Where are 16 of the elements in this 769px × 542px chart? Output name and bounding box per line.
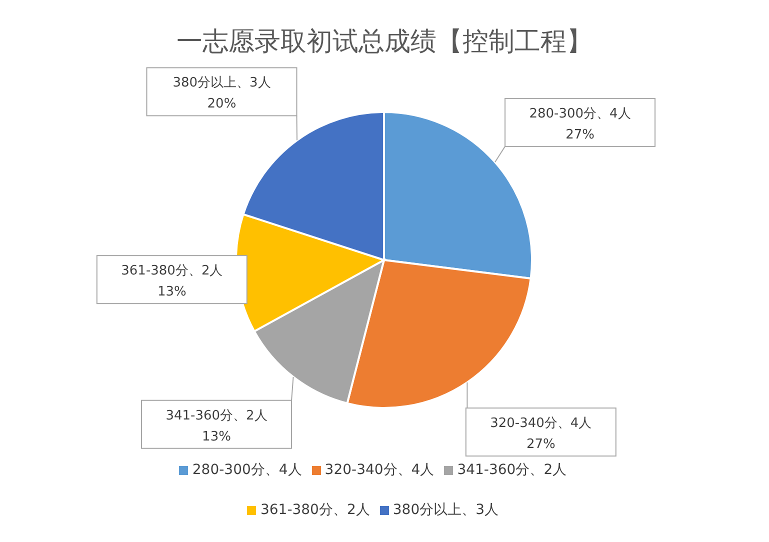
legend-label: 361-380分、2人 [260,502,370,518]
slice-label: 380分以上、3人 [172,76,271,91]
slice-label: 341-360分、2人 [166,408,268,424]
legend-label: 280-300分、4人 [192,462,302,478]
slice-label: 320-340分、4人 [490,416,592,432]
data-label: 27% [566,127,594,142]
data-label: 13% [157,284,186,300]
legend-label: 320-340分、4人 [324,462,434,478]
chart-title: 一志愿录取初试总成绩【控制工程】 [176,26,594,59]
legend-label: 380分以上、3人 [392,502,499,518]
slice-label: 361-380分、2人 [121,264,223,279]
legend-label: 341-360分、2人 [457,462,567,478]
data-label: 20% [207,96,236,112]
data-label: 27% [526,437,556,452]
data-label: 13% [202,429,231,444]
slice-label: 280-300分、4人 [529,106,631,122]
